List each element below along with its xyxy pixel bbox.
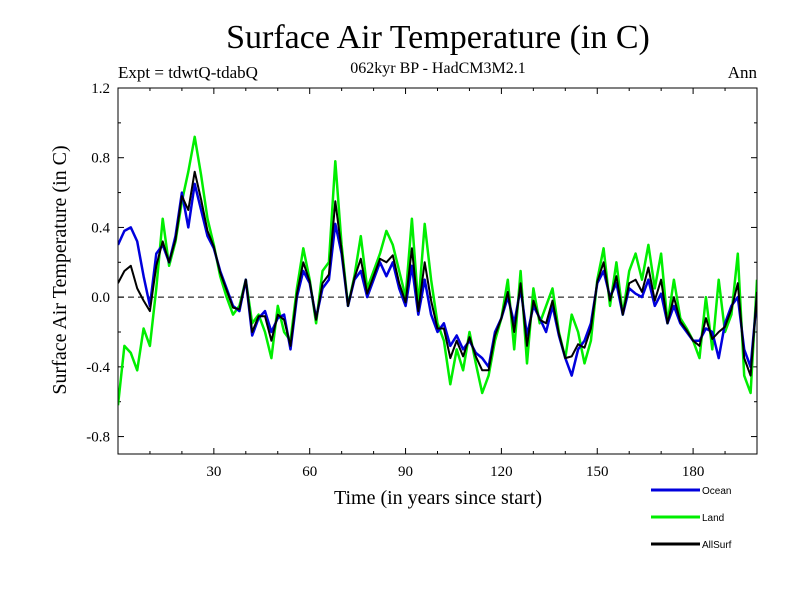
legend-item-land: Land [651, 513, 724, 524]
x-tick-label: 60 [302, 464, 317, 480]
legend-label-land: Land [702, 513, 724, 524]
chart-title: Surface Air Temperature (in C) [226, 19, 650, 56]
legend-item-allsurf: AllSurf [651, 540, 732, 551]
period-label: Ann [728, 63, 758, 82]
series-line-land [118, 135, 757, 406]
x-tick-label: 30 [206, 464, 221, 480]
y-tick-label: 0.0 [91, 290, 110, 306]
axis-tick-labels: 30 60 90 120 150 180 -0.8 -0.4 0.0 0.4 0.8 1.2 [86, 81, 704, 480]
y-tick-label: 1.2 [91, 81, 110, 97]
legend-item-ocean: Ocean [651, 486, 731, 497]
x-tick-label: 120 [490, 464, 513, 480]
x-axis-label: Time (in years since start) [334, 487, 542, 509]
experiment-label: Expt = tdwtQ-tdabQ [118, 63, 258, 82]
axis-ticks [118, 87, 757, 454]
x-tick-label: 90 [398, 464, 413, 480]
x-tick-label: 180 [682, 464, 705, 480]
y-tick-label: -0.4 [86, 360, 110, 376]
x-tick-label: 150 [586, 464, 609, 480]
legend-label-allsurf: AllSurf [702, 540, 732, 551]
series-group [118, 135, 757, 406]
y-tick-label: -0.8 [86, 430, 110, 446]
legend-label-ocean: Ocean [702, 486, 731, 497]
y-tick-label: 0.4 [91, 220, 110, 236]
series-line-allsurf [118, 170, 757, 377]
legend: Ocean Land AllSurf [651, 486, 732, 551]
y-tick-label: 0.8 [91, 151, 110, 167]
y-axis-label: Surface Air Temperature (in C) [49, 145, 71, 394]
plot-frame [117, 87, 758, 455]
chart-subtitle: 062kyr BP - HadCM3M2.1 [350, 60, 525, 77]
